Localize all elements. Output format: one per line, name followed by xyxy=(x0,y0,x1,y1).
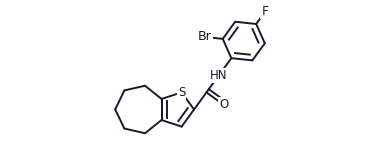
Text: F: F xyxy=(261,5,269,18)
Text: S: S xyxy=(178,86,185,99)
Text: HN: HN xyxy=(210,69,228,82)
Text: Br: Br xyxy=(198,31,212,44)
Text: O: O xyxy=(219,98,228,111)
